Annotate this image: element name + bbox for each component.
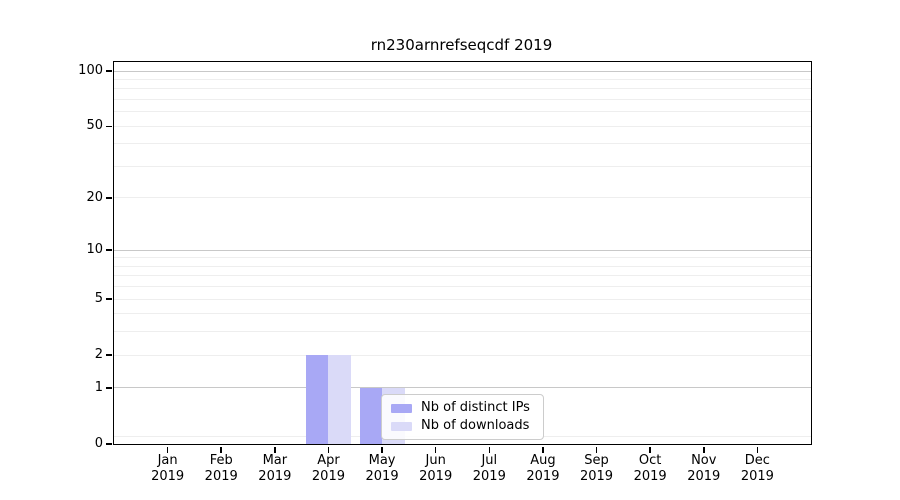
y-tick-mark [106, 298, 112, 300]
y-tick-label: 5 [94, 291, 103, 307]
minor-gridline [114, 313, 811, 315]
legend-swatch-downloads [391, 421, 412, 431]
legend-entry-distinct-ips: Nb of distinct IPs [391, 400, 530, 416]
minor-gridline [114, 88, 811, 90]
x-tick-mark [703, 447, 705, 453]
y-tick-label: 50 [86, 118, 103, 134]
x-tick-label: Jun 2019 [419, 453, 453, 484]
y-tick-mark [106, 249, 112, 251]
x-tick-mark [756, 447, 759, 453]
y-tick-mark [106, 387, 112, 389]
y-tick-label: 0 [94, 436, 103, 451]
x-tick-mark [488, 447, 491, 453]
legend-swatch-distinct-ips [391, 403, 412, 413]
x-tick-label: Nov 2019 [687, 453, 721, 484]
minor-gridline [114, 257, 811, 259]
minor-gridline [114, 354, 811, 356]
x-tick-label: Sep 2019 [579, 453, 614, 484]
minor-gridline [114, 275, 811, 277]
y-tick-mark [106, 70, 112, 72]
x-tick-label: Jan 2019 [151, 453, 185, 484]
legend-label-downloads: Nb of downloads [421, 418, 530, 433]
x-tick-mark [166, 447, 169, 453]
y-tick-mark [106, 197, 112, 199]
legend: Nb of distinct IPs Nb of downloads [381, 394, 544, 440]
y-tick-label: 2 [94, 347, 103, 363]
minor-gridline [114, 143, 811, 145]
x-tick-label: Jul 2019 [472, 453, 506, 484]
y-tick-label: 100 [78, 63, 103, 79]
x-tick-label: Apr 2019 [311, 453, 345, 484]
minor-gridline [114, 298, 811, 300]
x-tick-label: May 2019 [365, 453, 399, 484]
x-tick-label: Dec 2019 [740, 453, 774, 484]
minor-gridline [114, 111, 811, 113]
x-tick-mark [220, 447, 222, 453]
major-gridline [114, 249, 811, 251]
x-tick-mark [434, 447, 437, 453]
x-tick-label: Mar 2019 [258, 453, 292, 484]
x-tick-mark [542, 447, 544, 453]
x-tick-mark [274, 447, 276, 453]
legend-entry-downloads: Nb of downloads [391, 418, 530, 434]
bar-downloads-apr [328, 355, 351, 444]
y-tick-mark [106, 125, 112, 128]
minor-gridline [114, 286, 811, 288]
x-tick-label: Aug 2019 [526, 453, 560, 484]
x-tick-label: Oct 2019 [633, 453, 667, 484]
minor-gridline [114, 265, 811, 267]
minor-gridline [114, 331, 811, 333]
y-tick-mark [106, 443, 112, 445]
minor-gridline [114, 125, 811, 127]
x-tick-mark [595, 447, 598, 453]
x-tick-mark [381, 447, 383, 453]
minor-gridline [114, 99, 811, 101]
y-tick-mark [106, 354, 112, 356]
y-tick-label: 20 [86, 189, 103, 205]
x-tick-mark [327, 447, 330, 453]
bar-distinct-ips-may [359, 388, 383, 444]
x-tick-label: Feb 2019 [204, 453, 238, 484]
minor-gridline [114, 197, 811, 199]
y-tick-label: 1 [94, 379, 103, 395]
major-gridline [114, 387, 811, 389]
chart-title: rn230arnrefseqcdf 2019 [370, 36, 553, 54]
minor-gridline [114, 78, 811, 80]
x-tick-mark [649, 447, 651, 453]
legend-label-distinct-ips: Nb of distinct IPs [421, 400, 530, 415]
major-gridline [114, 70, 811, 72]
minor-gridline [114, 166, 811, 167]
y-tick-label: 10 [86, 242, 103, 258]
bar-distinct-ips-apr [305, 355, 329, 444]
plot-area: Nb of distinct IPs Nb of downloads 100 50… [78, 61, 812, 484]
